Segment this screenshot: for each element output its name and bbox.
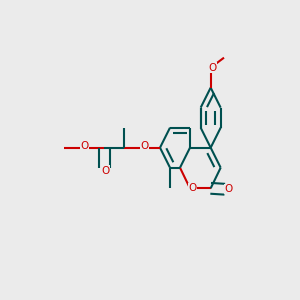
Text: O: O xyxy=(224,184,233,194)
Text: O: O xyxy=(140,141,148,151)
Text: O: O xyxy=(208,63,216,73)
Text: O: O xyxy=(188,183,196,193)
Text: O: O xyxy=(80,141,88,151)
Text: O: O xyxy=(102,166,110,176)
